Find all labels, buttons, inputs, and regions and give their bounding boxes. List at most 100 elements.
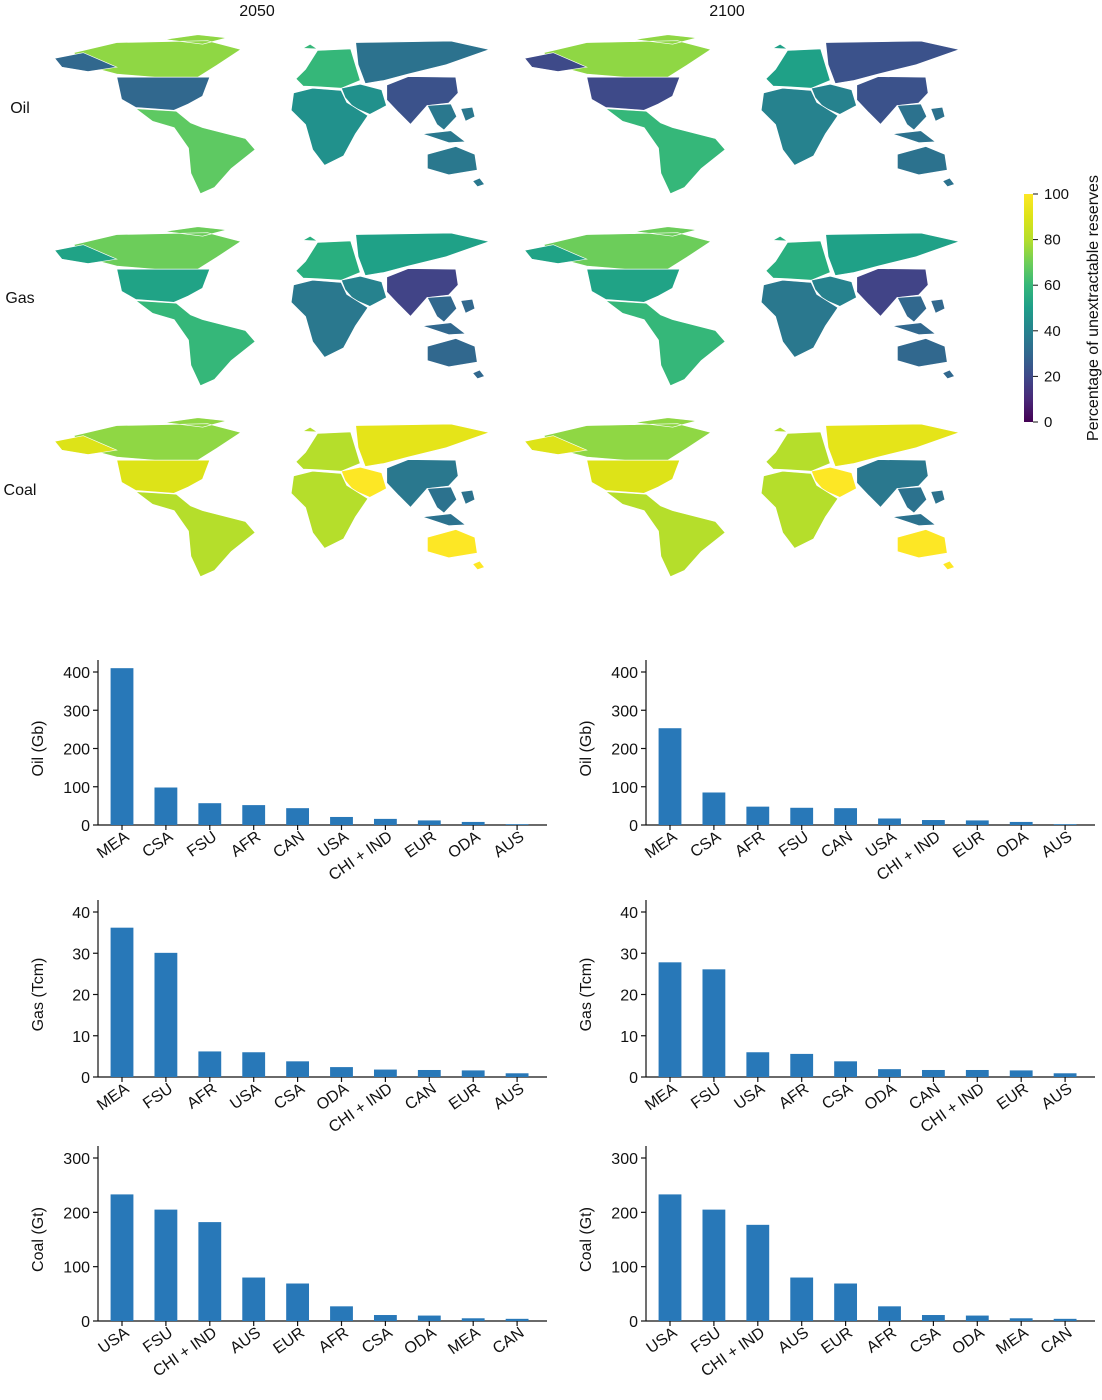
map-region-aus [426, 146, 486, 188]
map-region-fsu [825, 232, 961, 276]
x-tick-label: CAN [1038, 1324, 1075, 1357]
y-tick-label: 300 [611, 703, 638, 720]
map-region-fsu [355, 232, 491, 276]
x-tick-label: CAN [402, 1080, 439, 1113]
bar [198, 1051, 222, 1077]
map-region-csa [134, 300, 256, 387]
y-tick-label: 10 [620, 1029, 638, 1046]
bar [154, 787, 178, 825]
world-map-coal-2100 [523, 417, 961, 578]
bar [921, 820, 945, 825]
bar [110, 668, 134, 825]
map-region-chi-ind [386, 76, 459, 126]
colorbar: 0 20 40 60 80 100 Percentage of unextractable… [1024, 175, 1102, 441]
bar [658, 728, 682, 825]
map-region-usa [53, 435, 211, 494]
x-tick-label: EUR [270, 1324, 307, 1357]
x-tick-label: MEA [94, 828, 132, 862]
bar [286, 1283, 310, 1321]
x-tick-label: CSA [687, 828, 724, 861]
map-region-afr [290, 470, 369, 549]
y-tick-label: 0 [629, 1070, 638, 1087]
x-tick-label: AUS [1039, 828, 1076, 861]
bar [1053, 824, 1077, 825]
bar [505, 824, 529, 825]
map-region-mea [340, 466, 388, 498]
map-region-usa [523, 435, 681, 494]
bar [834, 808, 858, 825]
x-tick-label: MEA [445, 1324, 483, 1358]
map-region-afr [760, 87, 839, 166]
map-region-fsu [355, 40, 491, 84]
x-tick-label: CSA [907, 1324, 944, 1357]
map-region-chi-ind [856, 459, 929, 509]
bar [1009, 821, 1033, 825]
map-region-eur [765, 426, 831, 472]
y-axis-label: Oil (Gb) [578, 721, 595, 777]
y-axis-label: Oil (Gb) [30, 721, 47, 777]
bar [461, 1070, 485, 1077]
bar [746, 1052, 770, 1077]
map-region-aus [896, 338, 956, 380]
map-region-afr [760, 279, 839, 358]
bar [505, 1073, 529, 1077]
bar [965, 820, 989, 825]
x-tick-label: USA [644, 1324, 681, 1357]
y-tick-label: 200 [63, 742, 90, 759]
colorbar-tick-label: 60 [1044, 277, 1061, 294]
bar [242, 1052, 266, 1077]
bar [198, 1222, 222, 1321]
map-region-afr [760, 470, 839, 549]
map-region-eur [295, 43, 361, 89]
map-region-mea [340, 83, 388, 115]
y-tick-label: 20 [72, 988, 90, 1005]
world-map-gas-2100 [523, 226, 961, 387]
x-tick-label: CAN [270, 828, 307, 861]
y-tick-label: 10 [72, 1029, 90, 1046]
map-region-eur [765, 235, 831, 281]
x-tick-label: EUR [818, 1324, 855, 1357]
map-region-can [542, 34, 712, 78]
y-tick-label: 0 [629, 818, 638, 835]
world-map-oil-2050 [53, 34, 491, 195]
y-axis-label: Coal (Gt) [30, 1207, 47, 1272]
bar [834, 1283, 858, 1321]
x-tick-label: AFR [228, 828, 264, 860]
x-tick-label: ODA [445, 828, 483, 862]
bar [417, 1069, 441, 1077]
x-tick-label: ODA [401, 1324, 439, 1358]
map-region-chi-ind [386, 268, 459, 318]
colorbar-gradient [1024, 194, 1033, 422]
map-region-oda [420, 103, 476, 144]
y-tick-label: 200 [611, 1205, 638, 1222]
row-label-coal: Coal [4, 482, 37, 499]
y-axis-label: Gas (Tcm) [578, 958, 595, 1032]
y-tick-label: 40 [72, 905, 90, 922]
y-tick-label: 0 [629, 1314, 638, 1331]
map-region-csa [604, 108, 726, 195]
x-tick-label: AUS [1039, 1080, 1076, 1113]
map-region-oda [420, 295, 476, 336]
bar [790, 1053, 814, 1077]
map-region-can [72, 34, 242, 78]
x-tick-label: ODA [993, 828, 1031, 862]
bar [154, 952, 178, 1077]
bar [790, 807, 814, 825]
x-tick-label: AFR [316, 1324, 352, 1356]
x-tick-label: CSA [139, 828, 176, 861]
bar [878, 1306, 901, 1321]
map-region-fsu [355, 423, 491, 467]
x-tick-label: CSA [359, 1324, 396, 1357]
map-region-oda [890, 295, 946, 336]
world-map-oil-2100 [523, 34, 961, 195]
x-tick-label: AFR [776, 1080, 812, 1112]
y-tick-label: 400 [611, 665, 638, 682]
bar [198, 803, 222, 825]
map-region-can [72, 226, 242, 270]
map-region-usa [523, 244, 681, 303]
bar [1009, 1318, 1033, 1321]
